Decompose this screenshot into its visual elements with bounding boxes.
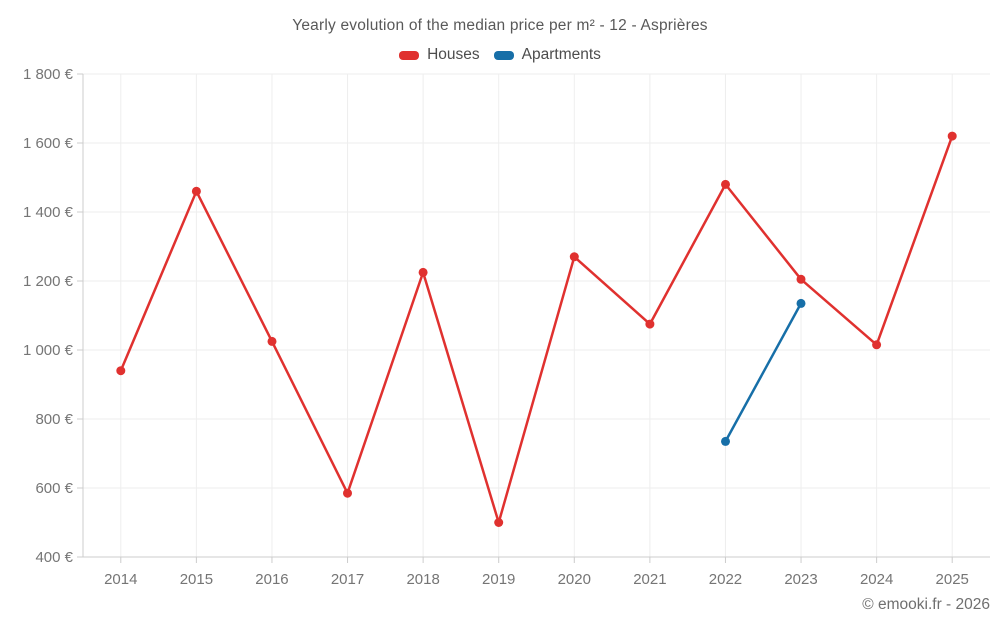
houses-data-point[interactable] [116,366,126,376]
chart-title: Yearly evolution of the median price per… [292,17,708,34]
houses-data-point[interactable] [191,186,201,196]
y-axis-label: 400 € [35,549,73,566]
apartments-series-line[interactable] [724,302,803,443]
y-axis-label: 1 000 € [23,342,74,359]
y-axis-label: 600 € [35,480,73,497]
x-axis-label: 2021 [633,571,666,588]
y-axis-label: 1 800 € [23,66,74,83]
x-axis-label: 2020 [558,571,591,588]
houses-series-line[interactable] [119,134,954,524]
apartments-series[interactable] [721,298,806,446]
houses-legend-label: Houses [427,46,480,63]
footer-credit: © emooki.fr - 2026 [862,596,990,613]
apartments-legend-swatch-icon [493,50,514,60]
y-axis-label: 1 200 € [23,273,74,290]
legend-item-houses[interactable]: Houses [399,46,480,64]
houses-data-point[interactable] [267,336,277,346]
houses-series[interactable] [116,131,957,527]
apartments-data-point[interactable] [721,436,730,446]
houses-data-point[interactable] [872,340,882,350]
houses-data-point[interactable] [796,274,806,284]
x-axis-label: 2015 [180,571,213,588]
x-axis-label: 2022 [709,571,742,588]
x-axis-label: 2014 [104,571,137,588]
legend-item-apartments[interactable]: Apartments [493,46,601,64]
apartments-data-point[interactable] [796,298,806,308]
houses-legend-swatch-icon [399,50,420,60]
y-axis-label: 1 600 € [23,135,74,152]
x-axis-label: 2017 [331,571,364,588]
x-axis-label: 2023 [784,571,817,588]
legend: Houses Apartments [0,46,1000,64]
x-axis-label: 2025 [936,571,969,588]
houses-data-point[interactable] [947,131,957,141]
y-axis-label: 800 € [35,411,73,428]
houses-data-point[interactable] [494,518,504,527]
houses-data-point[interactable] [343,488,352,498]
houses-data-point[interactable] [645,319,655,329]
apartments-legend-label: Apartments [521,46,601,63]
houses-data-point[interactable] [418,267,428,277]
houses-data-point[interactable] [569,252,579,262]
x-axis-label: 2016 [255,571,288,588]
houses-data-point[interactable] [721,179,730,189]
y-axis-label: 1 400 € [23,204,74,221]
x-axis-label: 2018 [406,571,439,588]
x-axis-label: 2024 [860,571,893,588]
x-axis-label: 2019 [482,571,515,588]
